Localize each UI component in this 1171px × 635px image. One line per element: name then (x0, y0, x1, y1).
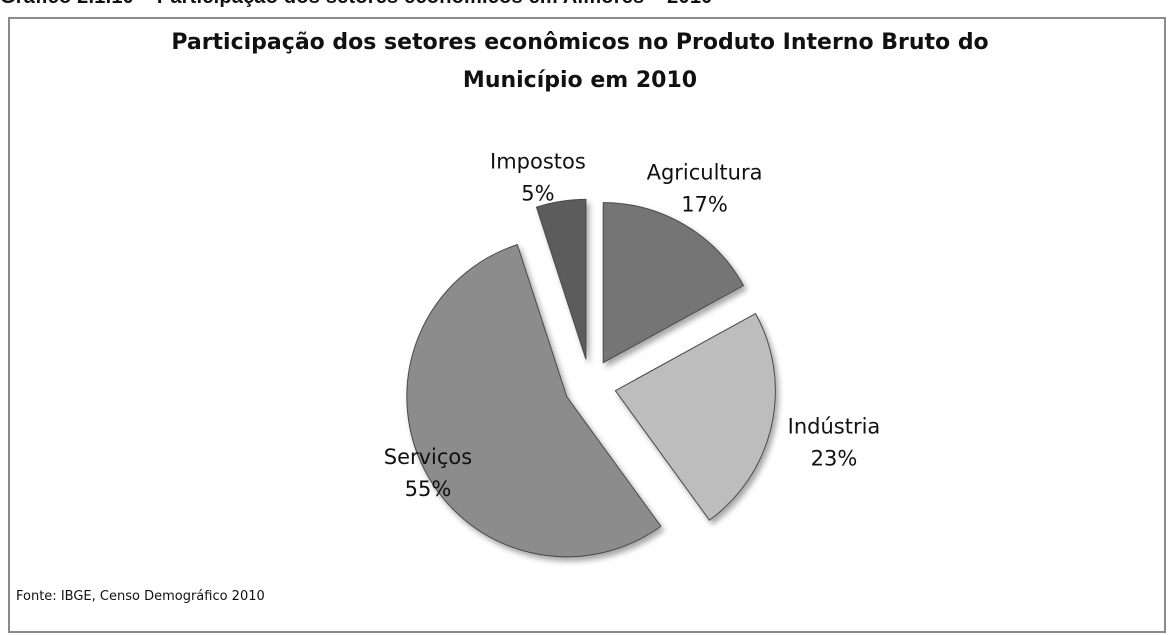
slice-value-impostos: 5% (521, 182, 554, 206)
source-note: Fonte: IBGE, Censo Demográfico 2010 (16, 589, 265, 604)
pie-slice-servicos (406, 244, 662, 558)
slice-value-agricultura: 17% (681, 192, 728, 216)
pie-slice-impostos (535, 198, 587, 360)
slice-label-industria: Indústria (788, 415, 881, 439)
figure-caption: Gráfico 2.1.10 – Participação dos setore… (0, 0, 1171, 9)
chart-title: Participação dos setores econômicos no P… (171, 30, 989, 93)
slice-label-impostos: Impostos (490, 150, 586, 174)
pie-slice-industria (614, 312, 776, 521)
pie-slice-agricultura (602, 202, 745, 364)
slice-label-servicos: Serviços (384, 445, 472, 469)
slice-value-servicos: 55% (405, 477, 452, 501)
slice-label-agricultura: Agricultura (647, 160, 763, 184)
slice-value-industria: 23% (811, 447, 858, 471)
